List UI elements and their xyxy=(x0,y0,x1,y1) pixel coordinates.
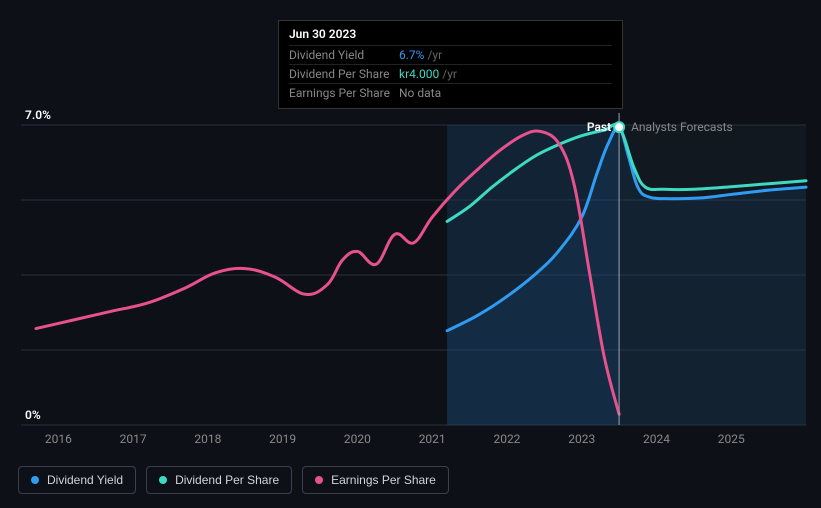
svg-text:7.0%: 7.0% xyxy=(25,108,51,122)
chart-tooltip: Jun 30 2023 Dividend Yield6.7%/yrDividen… xyxy=(278,20,623,109)
legend-item[interactable]: Dividend Yield xyxy=(18,466,136,494)
svg-text:2017: 2017 xyxy=(120,432,147,446)
svg-text:2025: 2025 xyxy=(718,432,745,446)
tooltip-row-unit: /yr xyxy=(427,48,442,62)
tooltip-row-value: 6.7% xyxy=(399,48,424,62)
tooltip-row-value: No data xyxy=(399,86,441,100)
legend-label: Dividend Yield xyxy=(47,473,123,487)
svg-text:2022: 2022 xyxy=(493,432,520,446)
tooltip-row-label: Dividend Yield xyxy=(289,48,399,62)
legend-dot-icon xyxy=(315,476,323,484)
svg-text:Past: Past xyxy=(587,120,611,134)
tooltip-row: Earnings Per ShareNo data xyxy=(289,83,612,102)
svg-text:2018: 2018 xyxy=(194,432,221,446)
tooltip-row: Dividend Yield6.7%/yr xyxy=(289,45,612,64)
svg-text:2023: 2023 xyxy=(568,432,595,446)
svg-text:2019: 2019 xyxy=(269,432,296,446)
chart-container: 2016 2017 2018 2019 2020 2021 2022 2023 2024 2025… xyxy=(0,0,821,508)
tooltip-row-label: Dividend Per Share xyxy=(289,67,399,81)
tooltip-row-value: kr4.000 xyxy=(399,67,439,81)
svg-text:2021: 2021 xyxy=(419,432,446,446)
legend-label: Earnings Per Share xyxy=(331,473,436,487)
y-axis: 0% 7.0% xyxy=(25,108,51,422)
legend-label: Dividend Per Share xyxy=(175,473,279,487)
tooltip-rows: Dividend Yield6.7%/yrDividend Per Sharek… xyxy=(289,45,612,102)
tooltip-row-unit: /yr xyxy=(442,67,457,81)
x-axis: 2016 2017 2018 2019 2020 2021 2022 2023 2024 2025 xyxy=(45,432,745,446)
legend: Dividend Yield Dividend Per Share Earnings… xyxy=(18,466,449,494)
tooltip-row-label: Earnings Per Share xyxy=(289,86,399,100)
legend-item[interactable]: Earnings Per Share xyxy=(302,466,449,494)
svg-text:2024: 2024 xyxy=(643,432,670,446)
svg-text:0%: 0% xyxy=(25,408,41,422)
svg-text:2020: 2020 xyxy=(344,432,371,446)
tooltip-title: Jun 30 2023 xyxy=(289,27,612,41)
svg-text:2016: 2016 xyxy=(45,432,72,446)
legend-dot-icon xyxy=(31,476,39,484)
svg-text:Analysts Forecasts: Analysts Forecasts xyxy=(631,120,733,134)
legend-dot-icon xyxy=(159,476,167,484)
legend-item[interactable]: Dividend Per Share xyxy=(146,466,292,494)
tooltip-row: Dividend Per Sharekr4.000/yr xyxy=(289,64,612,83)
